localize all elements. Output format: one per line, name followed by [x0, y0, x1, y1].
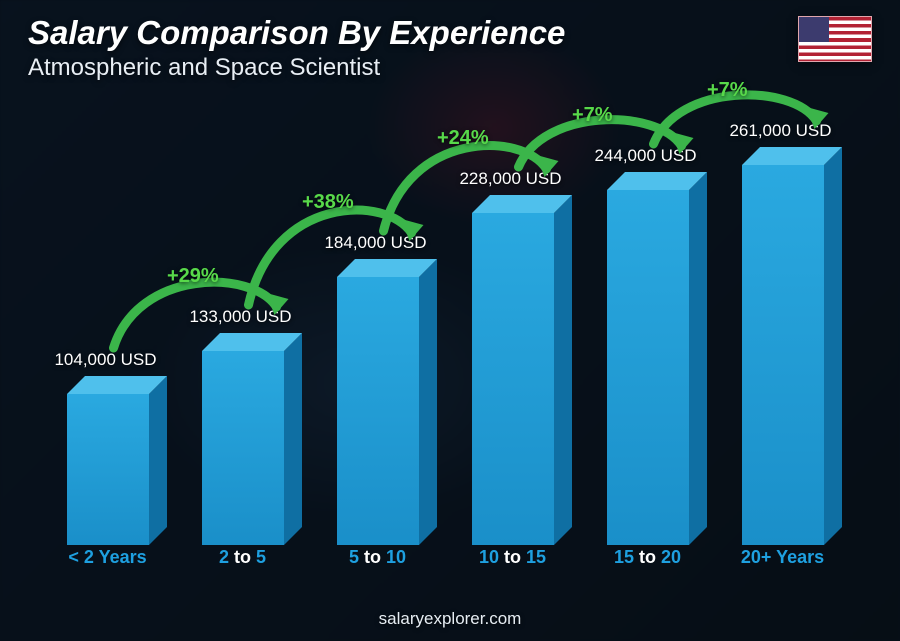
chart-title: Salary Comparison By Experience	[28, 14, 565, 52]
bar-chart: 104,000 USD133,000 USD184,000 USD228,000…	[40, 113, 850, 573]
chart-subtitle: Atmospheric and Space Scientist	[28, 54, 565, 82]
bar	[607, 190, 689, 545]
bar-value-label: 244,000 USD	[594, 146, 696, 166]
title-block: Salary Comparison By Experience Atmosphe…	[28, 14, 565, 82]
bar-slot: 184,000 USD	[310, 277, 445, 545]
bar-slot: 244,000 USD	[580, 190, 715, 545]
bar-value-label: 104,000 USD	[54, 350, 156, 370]
x-tick-label: 5 to 10	[310, 547, 445, 573]
bar	[202, 351, 284, 545]
x-tick-label: < 2 Years	[40, 547, 175, 573]
x-tick-label: 20+ Years	[715, 547, 850, 573]
footer-source: salaryexplorer.com	[0, 609, 900, 629]
bar	[742, 165, 824, 545]
bar-value-label: 228,000 USD	[459, 169, 561, 189]
bar	[472, 213, 554, 545]
bar	[337, 277, 419, 545]
bar-value-label: 133,000 USD	[189, 307, 291, 327]
x-tick-label: 2 to 5	[175, 547, 310, 573]
bar-slot: 104,000 USD	[40, 394, 175, 545]
delta-label: +7%	[707, 79, 748, 102]
bar-slot: 133,000 USD	[175, 351, 310, 545]
flag-icon	[798, 16, 872, 62]
x-tick-label: 15 to 20	[580, 547, 715, 573]
bar	[67, 394, 149, 545]
bar-value-label: 184,000 USD	[324, 233, 426, 253]
infographic-root: Salary Comparison By Experience Atmosphe…	[0, 0, 900, 641]
bar-value-label: 261,000 USD	[729, 121, 831, 141]
bar-slot: 228,000 USD	[445, 213, 580, 545]
bar-slot: 261,000 USD	[715, 165, 850, 545]
x-tick-label: 10 to 15	[445, 547, 580, 573]
